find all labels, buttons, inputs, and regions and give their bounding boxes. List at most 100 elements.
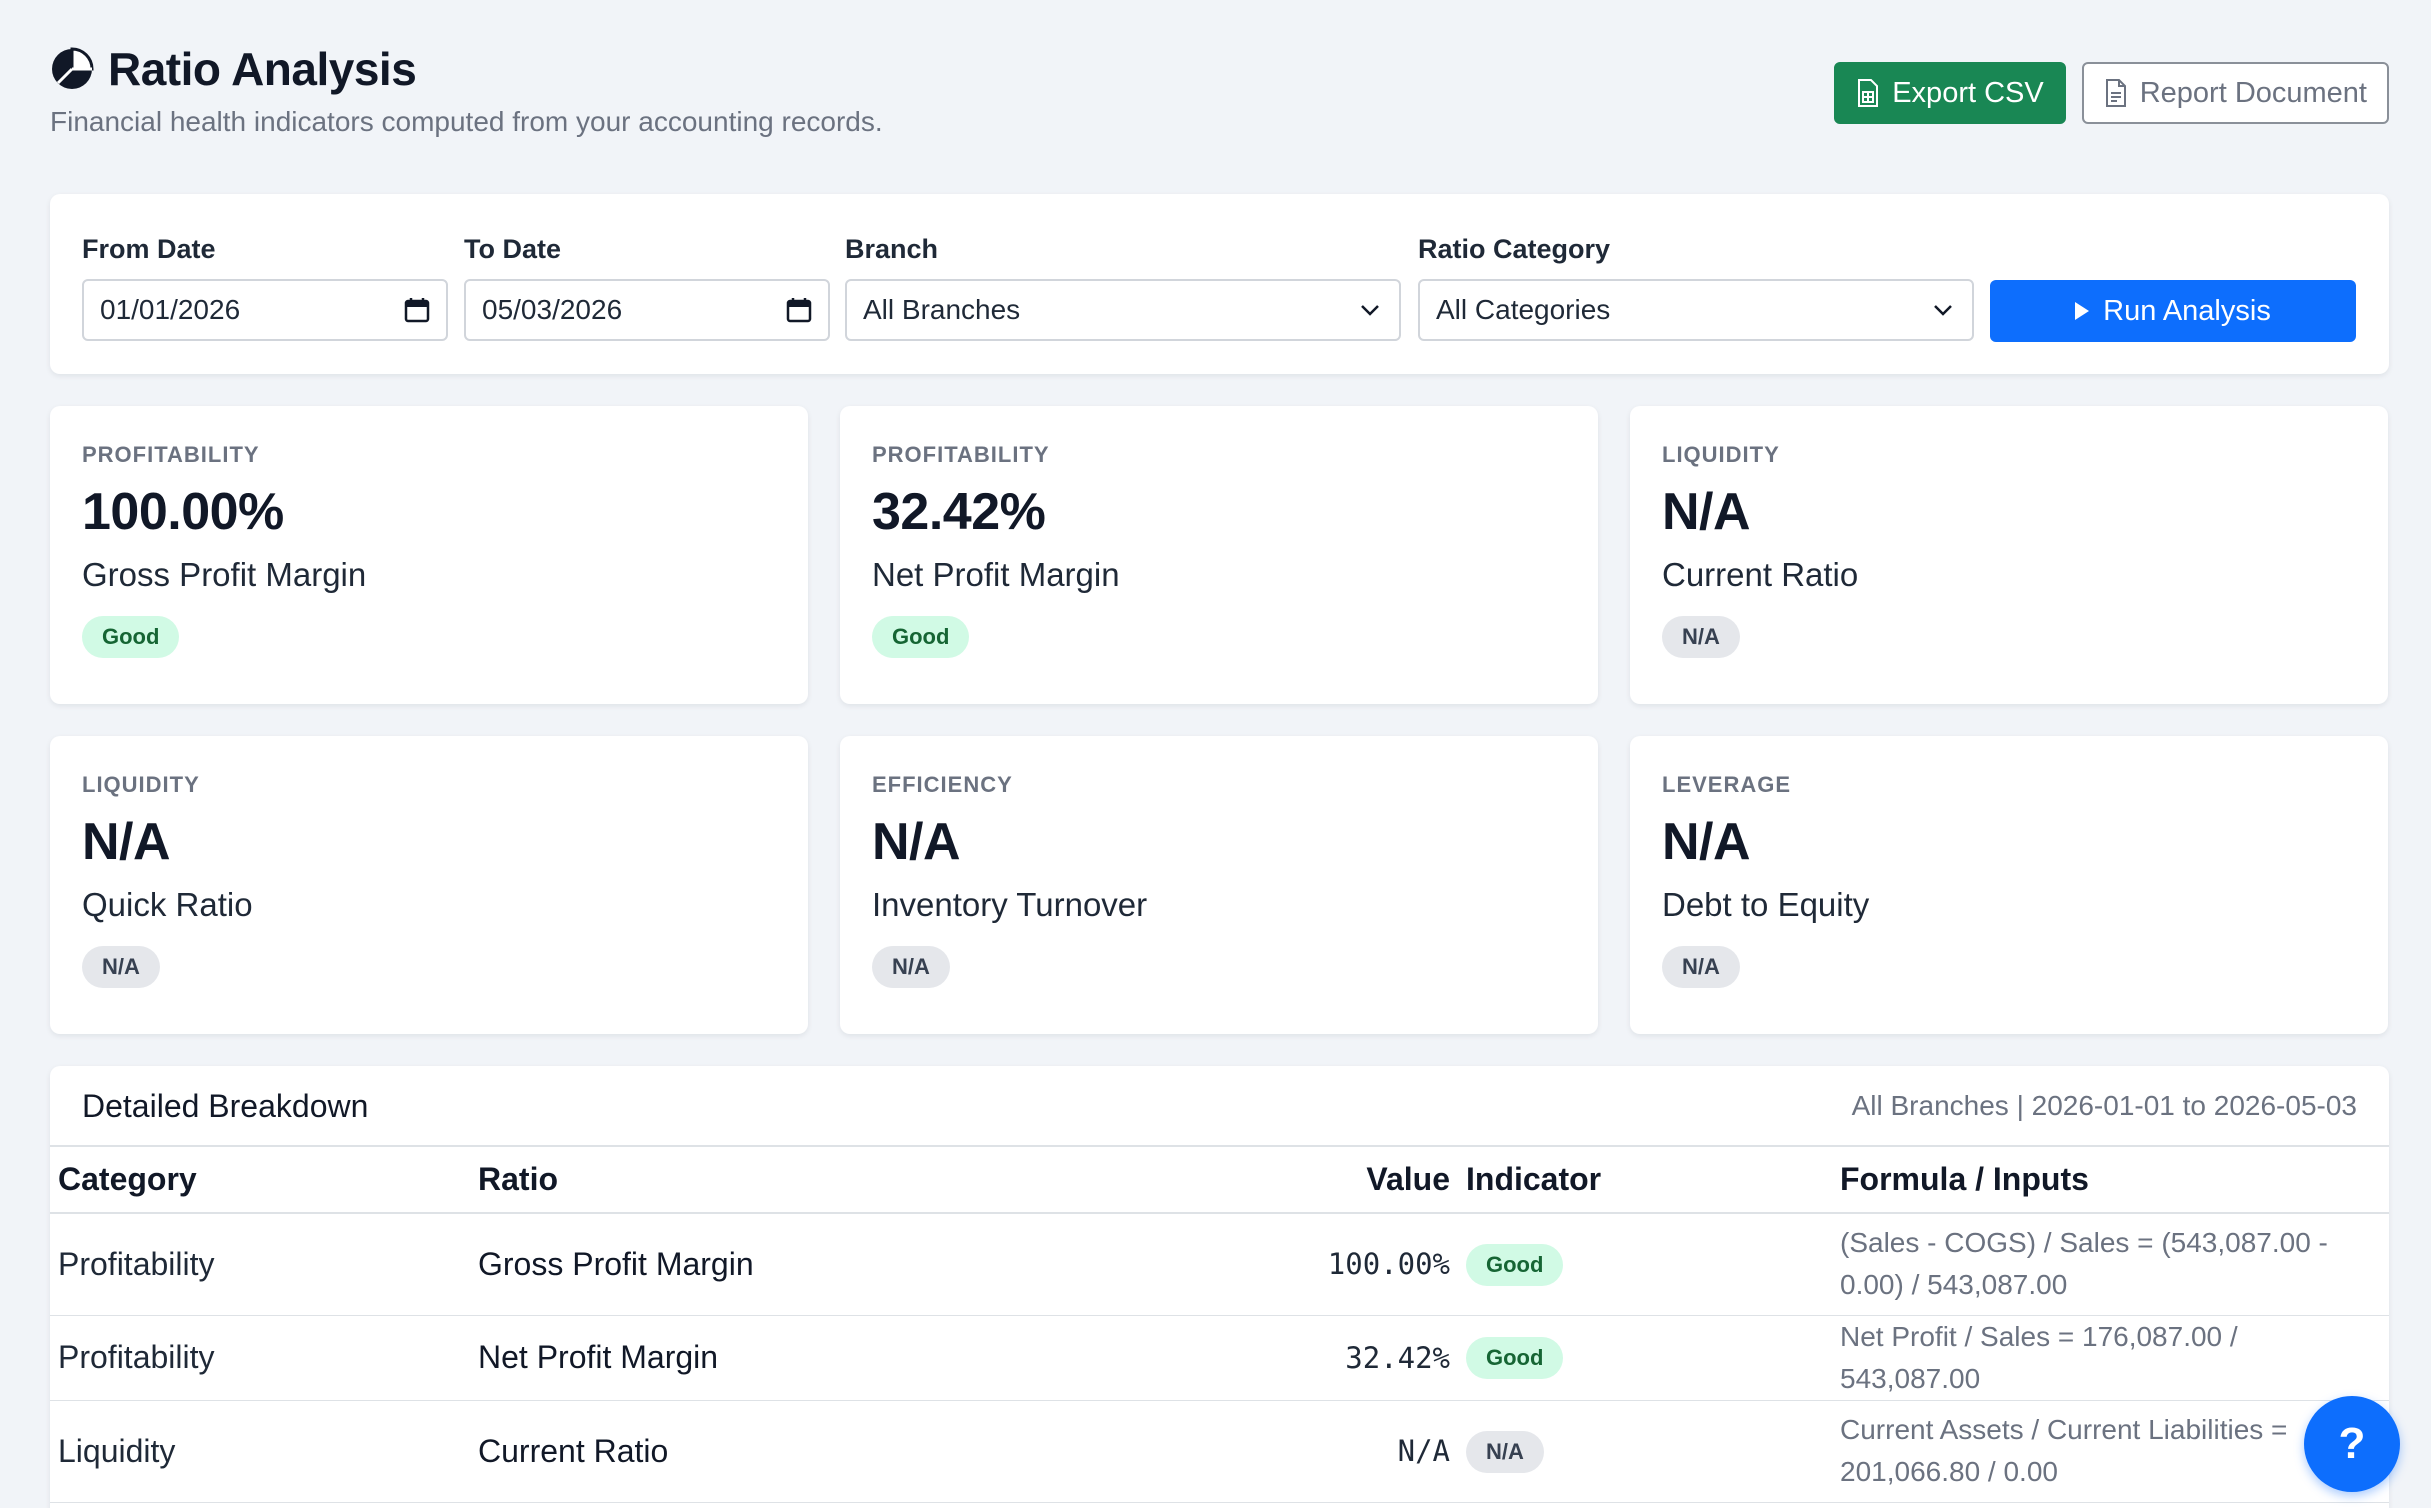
chevron-down-icon — [1361, 305, 1379, 316]
to-date-value: 05/03/2026 — [482, 294, 623, 325]
page-header: Ratio Analysis Financial health indicato… — [50, 0, 2389, 190]
row-indicator-cell: Good — [1458, 1213, 1832, 1316]
ratio-card: LEVERAGE N/A Debt to Equity N/A — [1630, 736, 2388, 1034]
page-title: Ratio Analysis — [108, 43, 417, 95]
ratio-card-value: N/A — [872, 813, 961, 871]
column-header-formula: Formula / Inputs — [1832, 1147, 2389, 1214]
table-row: Profitability Net Profit Margin 32.42% G… — [50, 1315, 2389, 1401]
row-formula: Net Profit / Sales = 176,087.00 / 543,08… — [1832, 1315, 2389, 1401]
row-ratio: Gross Profit Margin — [470, 1213, 1030, 1316]
branch-value: All Branches — [863, 294, 1021, 325]
chevron-down-icon — [1934, 305, 1952, 316]
from-date-value: 01/01/2026 — [100, 294, 241, 325]
ratio-card-value: 100.00% — [82, 483, 284, 541]
calendar-icon[interactable] — [404, 297, 430, 323]
ratio-card-name: Quick Ratio — [82, 886, 253, 923]
ratio-category-field: Ratio Category All Categories — [1418, 234, 1974, 341]
ratio-card: LIQUIDITY N/A Current Ratio N/A — [1630, 406, 2388, 704]
ratio-card-category: PROFITABILITY — [872, 442, 1050, 467]
from-date-label: From Date — [82, 234, 216, 264]
row-value: N/A — [1030, 1400, 1458, 1503]
breakdown-header: Detailed Breakdown All Branches | 2026-0… — [50, 1066, 2389, 1147]
export-csv-button[interactable]: Export CSV — [1834, 62, 2066, 124]
row-indicator-cell: Good — [1458, 1315, 1832, 1401]
ratio-card-category: EFFICIENCY — [872, 772, 1013, 797]
run-analysis-button[interactable]: Run Analysis — [1990, 280, 2356, 342]
from-date-field: From Date 01/01/2026 — [82, 234, 448, 341]
breakdown-table: Category Ratio Value Indicator Formula /… — [50, 1147, 2389, 1503]
column-header-category: Category — [50, 1147, 470, 1214]
branch-label: Branch — [845, 234, 939, 264]
row-formula: Current Assets / Current Liabilities = 2… — [1832, 1400, 2389, 1503]
branch-field: Branch All Branches — [845, 234, 1401, 341]
ratio-card-value: 32.42% — [872, 483, 1046, 541]
from-date-input[interactable]: 01/01/2026 — [82, 279, 448, 341]
ratio-category-select[interactable]: All Categories — [1418, 279, 1974, 341]
detailed-breakdown-panel: Detailed Breakdown All Branches | 2026-0… — [50, 1066, 2389, 1508]
indicator-badge: N/A — [1662, 616, 1740, 658]
row-value: 32.42% — [1030, 1315, 1458, 1401]
table-row: Liquidity Current Ratio N/A N/A Current … — [50, 1400, 2389, 1503]
ratio-card: PROFITABILITY 100.00% Gross Profit Margi… — [50, 406, 808, 704]
row-ratio: Current Ratio — [470, 1400, 1030, 1503]
ratio-card-category: LEVERAGE — [1662, 772, 1792, 797]
ratio-card-name: Current Ratio — [1662, 556, 1859, 593]
indicator-badge: N/A — [1466, 1430, 1544, 1473]
ratio-card-value: N/A — [82, 813, 171, 871]
row-indicator-cell: N/A — [1458, 1400, 1832, 1503]
ratio-card-name: Debt to Equity — [1662, 886, 1870, 923]
run-analysis-label: Run Analysis — [2103, 294, 2271, 327]
indicator-badge: Good — [1466, 1243, 1564, 1286]
indicator-badge: N/A — [82, 946, 160, 988]
filter-panel: From Date 01/01/2026 To Date 05/03/2026 — [50, 194, 2389, 374]
page-subtitle: Financial health indicators computed fro… — [50, 106, 883, 137]
header-actions: Export CSV Report Document — [1834, 62, 2389, 124]
report-document-label: Report Document — [2139, 76, 2367, 109]
ratio-card-name: Gross Profit Margin — [82, 556, 367, 593]
column-header-ratio: Ratio — [470, 1147, 1030, 1214]
file-text-icon — [2105, 79, 2126, 107]
ratio-card-category: LIQUIDITY — [82, 772, 200, 797]
report-document-button[interactable]: Report Document — [2081, 62, 2389, 124]
ratio-card-name: Inventory Turnover — [872, 886, 1148, 923]
to-date-input[interactable]: 05/03/2026 — [464, 279, 830, 341]
column-header-indicator: Indicator — [1458, 1147, 1832, 1214]
ratio-category-label: Ratio Category — [1418, 234, 1611, 264]
ratio-analysis-page: Ratio Analysis Financial health indicato… — [50, 0, 2389, 1508]
breakdown-meta: All Branches | 2026-01-01 to 2026-05-03 — [1851, 1090, 2357, 1121]
indicator-badge: Good — [872, 616, 970, 658]
row-formula: (Sales - COGS) / Sales = (543,087.00 - 0… — [1832, 1213, 2389, 1316]
branch-select[interactable]: All Branches — [845, 279, 1401, 341]
ratio-card-value: N/A — [1662, 813, 1751, 871]
row-value: 100.00% — [1030, 1213, 1458, 1316]
ratio-card-category: PROFITABILITY — [82, 442, 260, 467]
indicator-badge: N/A — [872, 946, 950, 988]
ratio-card: PROFITABILITY 32.42% Net Profit Margin G… — [840, 406, 1598, 704]
table-header-row: Category Ratio Value Indicator Formula /… — [50, 1147, 2389, 1214]
title-row: Ratio Analysis — [50, 42, 417, 96]
ratio-card: EFFICIENCY N/A Inventory Turnover N/A — [840, 736, 1598, 1034]
row-category: Liquidity — [50, 1400, 470, 1503]
ratio-card-value: N/A — [1662, 483, 1751, 541]
ratio-category-value: All Categories — [1436, 294, 1611, 325]
to-date-field: To Date 05/03/2026 — [464, 234, 830, 341]
row-category: Profitability — [50, 1213, 470, 1316]
export-csv-label: Export CSV — [1892, 76, 2044, 109]
help-button[interactable]: ? — [2304, 1396, 2400, 1492]
indicator-badge: Good — [1466, 1337, 1564, 1379]
ratio-card-category: LIQUIDITY — [1662, 442, 1780, 467]
column-header-value: Value — [1030, 1147, 1458, 1214]
to-date-label: To Date — [464, 234, 562, 264]
ratio-card-name: Net Profit Margin — [872, 556, 1120, 593]
row-ratio: Net Profit Margin — [470, 1315, 1030, 1401]
table-row: Profitability Gross Profit Margin 100.00… — [50, 1213, 2389, 1316]
file-spreadsheet-icon — [1858, 79, 1879, 107]
calendar-icon[interactable] — [786, 297, 812, 323]
ratio-card: LIQUIDITY N/A Quick Ratio N/A — [50, 736, 808, 1034]
play-icon — [2075, 302, 2090, 320]
indicator-badge: Good — [82, 616, 180, 658]
breakdown-title: Detailed Breakdown — [82, 1088, 369, 1124]
indicator-badge: N/A — [1662, 946, 1740, 988]
pie-chart-icon — [52, 47, 94, 89]
row-category: Profitability — [50, 1315, 470, 1401]
